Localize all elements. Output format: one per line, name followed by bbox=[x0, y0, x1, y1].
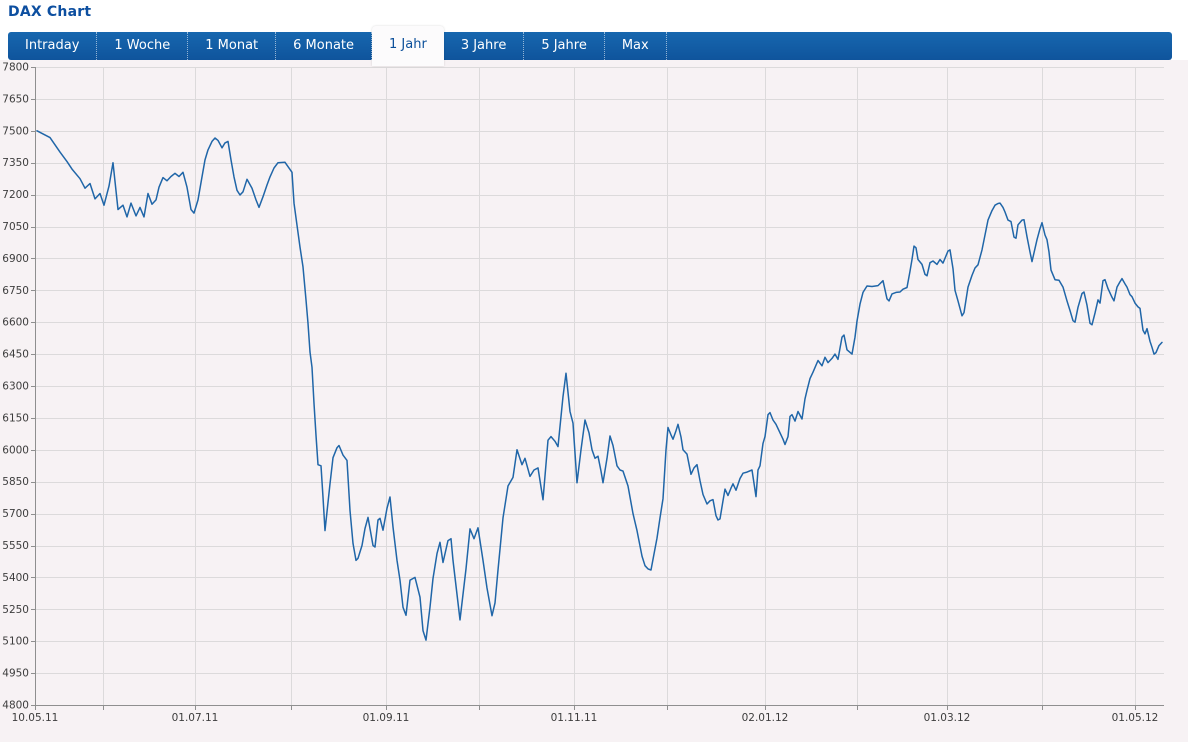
tab-6-monate[interactable]: 6 Monate bbox=[276, 32, 373, 60]
y-tick-label: 6000 bbox=[2, 444, 29, 456]
tab-max[interactable]: Max bbox=[605, 32, 667, 60]
x-tick-label: 10.05.11 bbox=[12, 712, 59, 724]
y-tick-label: 5250 bbox=[2, 604, 29, 616]
page-title: DAX Chart bbox=[8, 4, 92, 20]
y-tick-label: 7800 bbox=[2, 62, 29, 74]
tab-label: 6 Monate bbox=[293, 38, 355, 53]
tab-label: Intraday bbox=[25, 38, 80, 53]
tab-label: 1 Monat bbox=[205, 38, 259, 53]
axis-labels: 7800 7650 7500 7350 7200 7050 6900 6750 6600 6450… bbox=[2, 62, 1158, 725]
y-tick-label: 5100 bbox=[2, 636, 29, 648]
x-tick-label: 01.05.12 bbox=[1112, 712, 1159, 724]
tab-label: 5 Jahre bbox=[541, 38, 587, 53]
y-tick-label: 6600 bbox=[2, 317, 29, 329]
y-tick-label: 4950 bbox=[2, 668, 29, 680]
tab-label: Max bbox=[621, 38, 649, 53]
y-tick-label: 7350 bbox=[2, 157, 29, 169]
chart-background bbox=[0, 60, 1188, 742]
y-tick-label: 6750 bbox=[2, 285, 29, 297]
y-tick-label: 7650 bbox=[2, 93, 29, 105]
y-tick-label: 5550 bbox=[2, 540, 29, 552]
tab-5-jahre[interactable]: 5 Jahre bbox=[524, 32, 605, 60]
dax-price-line bbox=[36, 130, 1163, 641]
y-tick-label: 7050 bbox=[2, 221, 29, 233]
y-tick-label: 5400 bbox=[2, 572, 29, 584]
x-tick-label: 01.07.11 bbox=[172, 712, 219, 724]
y-tick-label: 7500 bbox=[2, 125, 29, 137]
tab-intraday[interactable]: Intraday bbox=[8, 32, 98, 60]
range-tabbar: Intraday 1 Woche 1 Monat 6 Monate 1 Jahr 3 Ja… bbox=[8, 26, 1172, 66]
tab-1-jahr[interactable]: 1 Jahr bbox=[372, 26, 444, 66]
x-tick-label: 01.03.12 bbox=[924, 712, 971, 724]
y-tick-label: 6300 bbox=[2, 381, 29, 393]
x-tick-label: 01.11.11 bbox=[551, 712, 598, 724]
axes bbox=[31, 67, 1164, 710]
y-tick-label: 6450 bbox=[2, 349, 29, 361]
tab-1-monat[interactable]: 1 Monat bbox=[188, 32, 277, 60]
tab-label: 1 Woche bbox=[114, 38, 171, 53]
tab-3-jahre[interactable]: 3 Jahre bbox=[444, 32, 525, 60]
y-tick-label: 6150 bbox=[2, 412, 29, 424]
y-tick-label: 6900 bbox=[2, 253, 29, 265]
y-tick-label: 5850 bbox=[2, 476, 29, 488]
gridlines bbox=[35, 67, 1164, 706]
x-tick-label: 01.09.11 bbox=[363, 712, 410, 724]
tab-label: 1 Jahr bbox=[389, 37, 427, 52]
y-tick-label: 5700 bbox=[2, 508, 29, 520]
x-tick-label: 02.01.12 bbox=[742, 712, 789, 724]
y-tick-label: 7200 bbox=[2, 189, 29, 201]
tab-1-woche[interactable]: 1 Woche bbox=[97, 32, 189, 60]
y-tick-label: 4800 bbox=[2, 700, 29, 712]
tab-label: 3 Jahre bbox=[460, 38, 507, 53]
